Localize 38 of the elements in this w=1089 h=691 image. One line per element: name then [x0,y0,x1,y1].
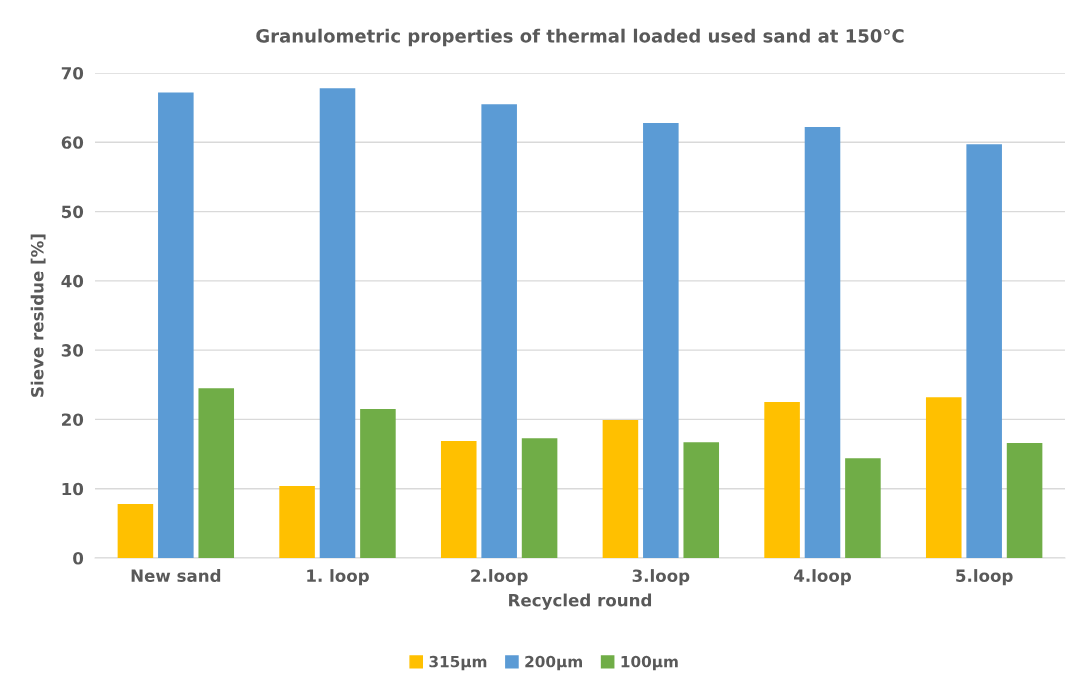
bar [602,420,639,558]
y-tick-label: 40 [61,274,84,288]
bar [764,402,800,558]
bar [683,442,720,558]
bar [481,104,517,558]
legend-label: 315µm [429,655,487,671]
bar [158,92,194,558]
bar [440,440,477,558]
bar [279,485,315,558]
y-tick-label: 30 [61,344,84,357]
y-tick-label: 10 [62,482,84,496]
bar [521,438,558,558]
y-tick-label: 0 [73,551,84,565]
x-axis-title: Recycled round [509,593,652,610]
x-tick-label: 3.loop [632,569,690,586]
bar [198,388,235,558]
y-tick-label: 20 [62,413,84,426]
bar [925,397,962,558]
x-tick-label: 4.loop [794,569,851,586]
x-tick-label: 1. loop [307,569,369,586]
x-tick-label: New sand [131,569,221,583]
bar [966,144,1002,558]
legend-label: 200µm [525,655,582,671]
y-tick-label: 60 [61,136,84,149]
legend-label: 100µm [621,655,678,671]
bar [117,503,154,558]
x-tick-label: 5.loop [956,569,1013,586]
y-tick-label: 50 [61,205,84,219]
bar [1006,442,1043,558]
bar [804,127,841,558]
y-axis-title: Sieve residue [%] [30,234,46,397]
x-tick-label: 2.loop [471,569,528,586]
bar [360,409,396,558]
bar [643,122,679,558]
chart-title: Granulometric properties of thermal loaded used sand at 150°C [256,28,904,47]
bar [845,458,881,558]
y-tick-label: 70 [61,66,84,80]
bar [319,88,356,558]
